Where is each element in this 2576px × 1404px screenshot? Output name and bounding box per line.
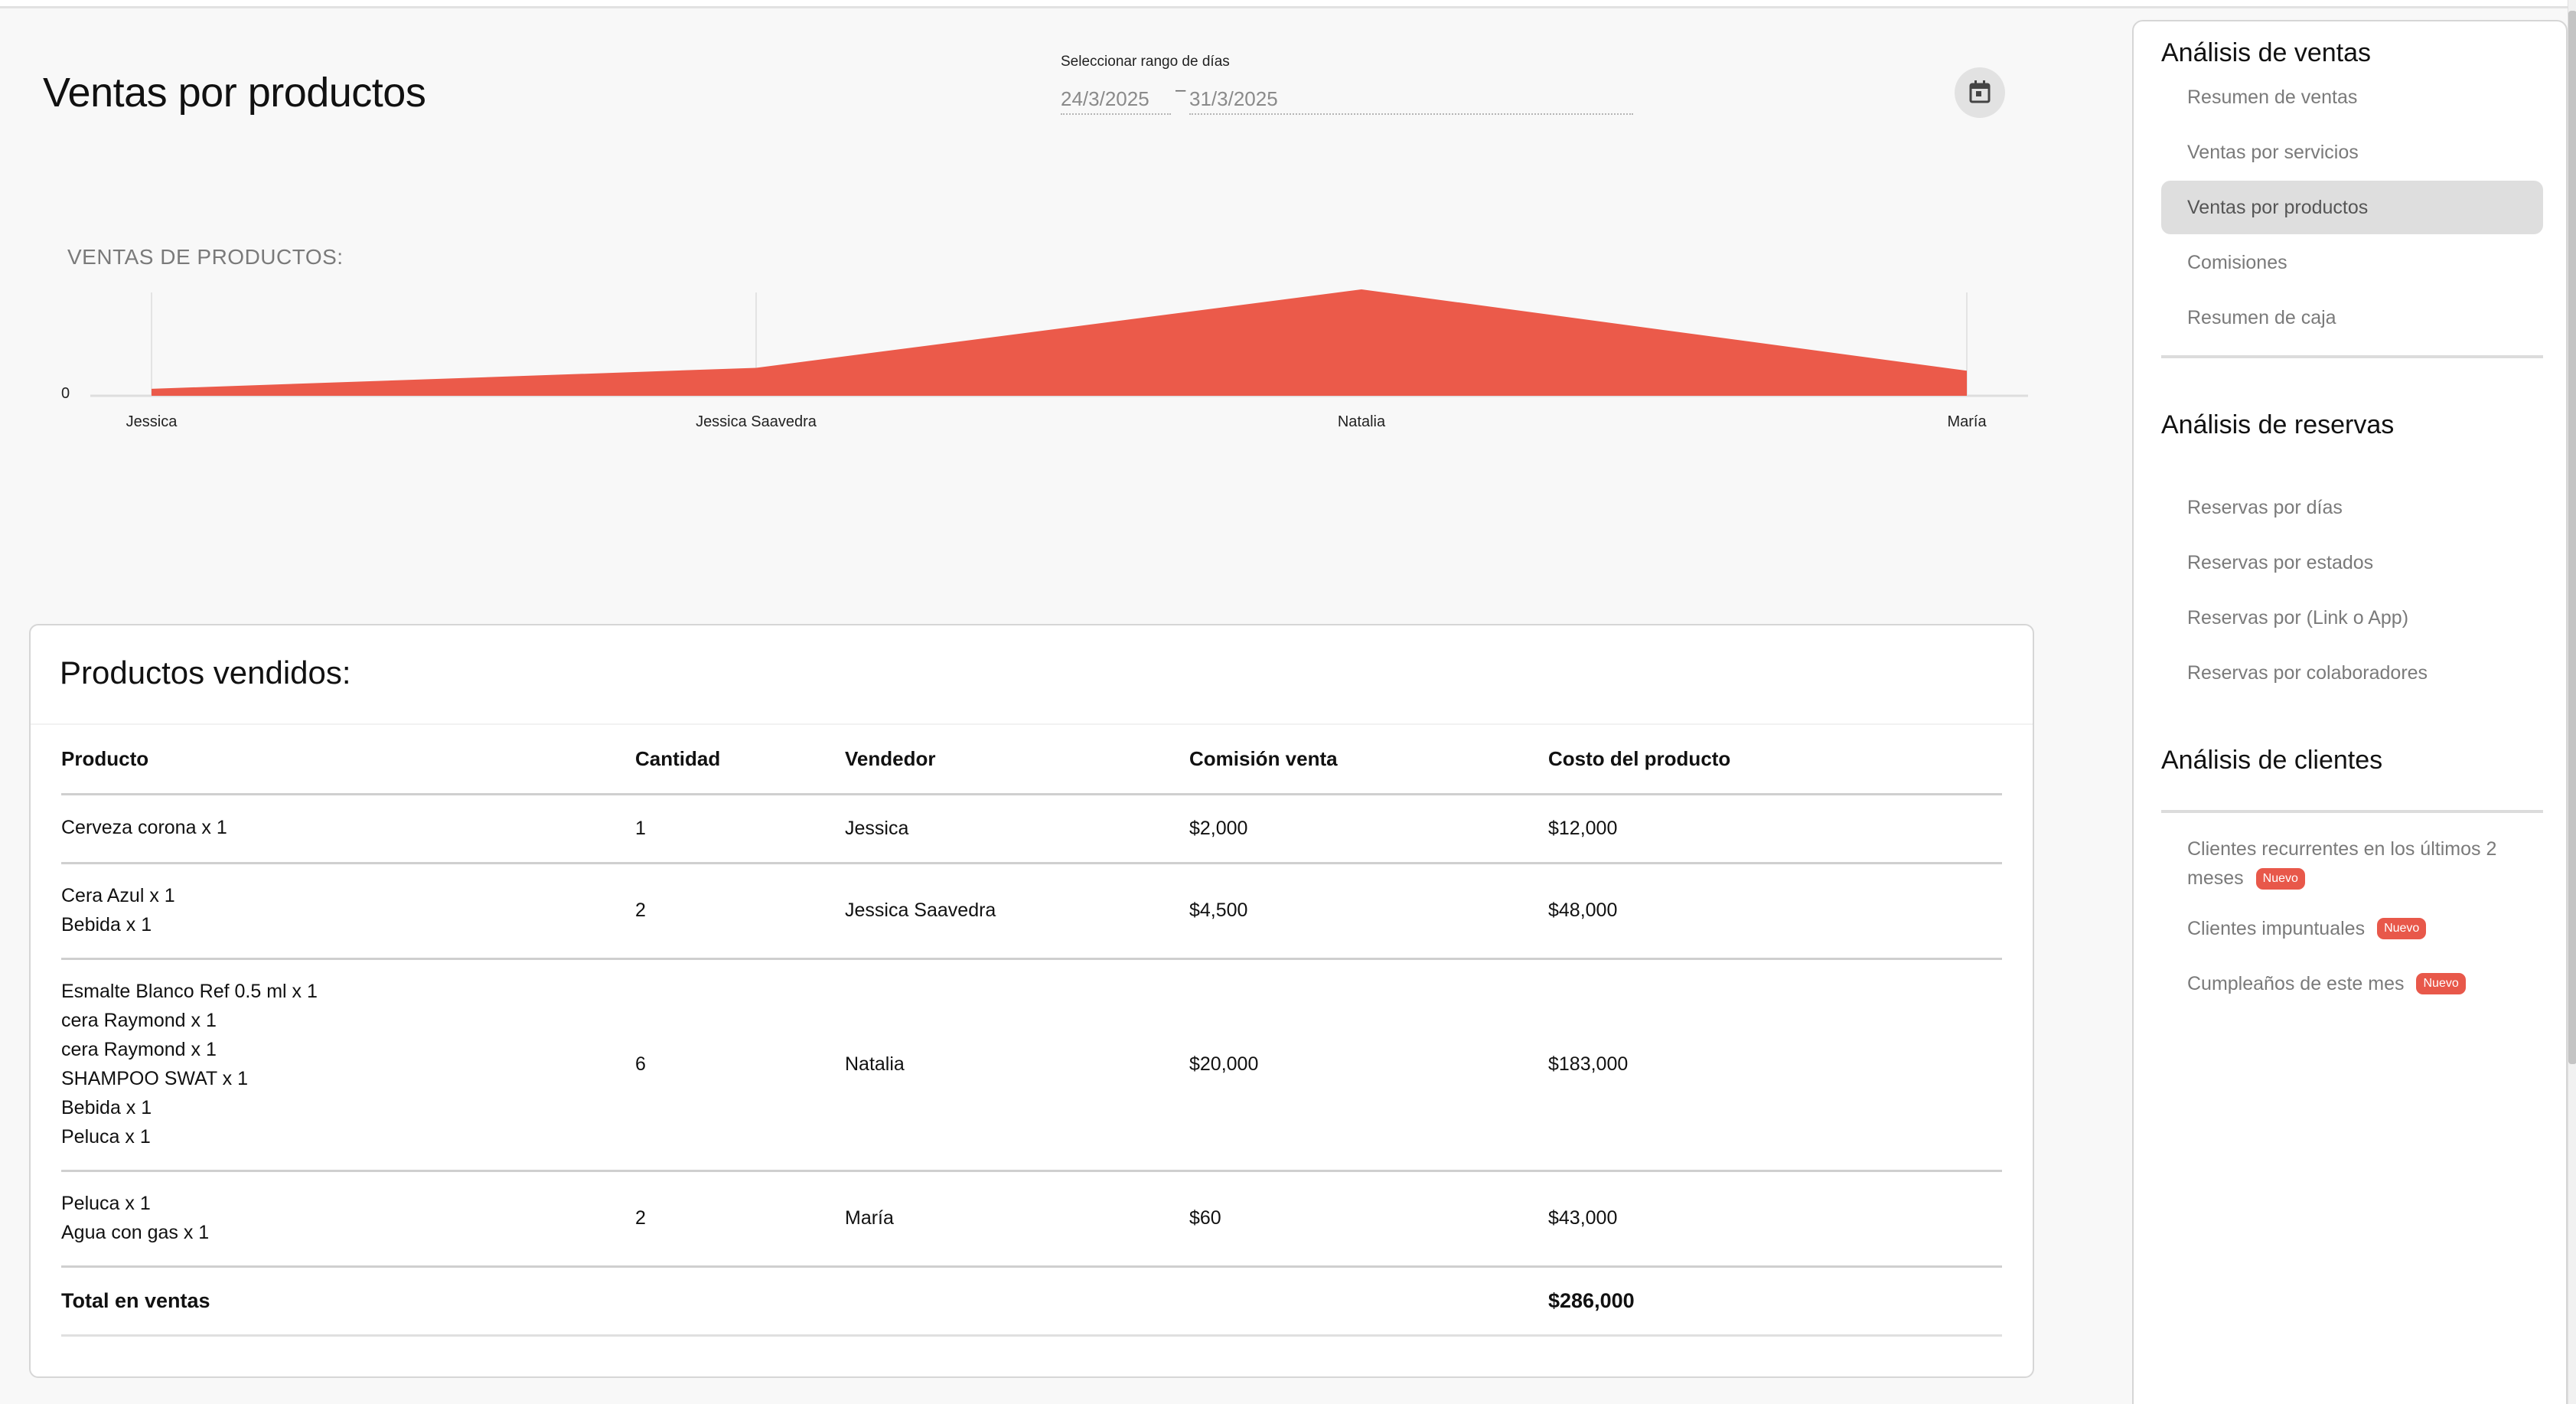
commission-cell: $20,000: [1189, 958, 1548, 1172]
new-badge: Nuevo: [2416, 973, 2466, 994]
sidebar-item-birthdays[interactable]: Cumpleaños de este mes Nuevo: [2161, 957, 2543, 1011]
product-line: Agua con gas x 1: [61, 1221, 210, 1243]
table-row: Cerveza corona x 1 1 Jessica $2,000 $12,…: [61, 794, 2002, 864]
total-value: $286,000: [1548, 1266, 2002, 1337]
product-line: cera Raymond x 1: [61, 1038, 217, 1060]
product-line: Esmalte Blanco Ref 0.5 ml x 1: [61, 980, 318, 1002]
sidebar-item-bookings-by-day[interactable]: Reservas por días: [2187, 496, 2343, 518]
x-axis-label: María: [1947, 413, 1987, 430]
product-line: Bebida x 1: [61, 1096, 152, 1118]
table-row: Esmalte Blanco Ref 0.5 ml x 1 cera Raymo…: [61, 958, 2002, 1172]
date-range-picker: Seleccionar rango de días –: [1061, 54, 1658, 115]
sidebar-item-sales-by-products[interactable]: Ventas por productos: [2161, 181, 2543, 234]
seller-cell: Jessica: [845, 794, 1189, 864]
products-sold-title: Productos vendidos:: [60, 655, 351, 691]
sidebar-item-sales-summary[interactable]: Resumen de ventas: [2187, 86, 2358, 108]
product-list: Esmalte Blanco Ref 0.5 ml x 1 cera Raymo…: [61, 958, 635, 1172]
x-axis-label: Jessica Saavedra: [696, 413, 817, 430]
cost-cell: $12,000: [1548, 794, 2002, 864]
sidebar-item-label: Cumpleaños de este mes: [2187, 972, 2405, 994]
product-line: Cerveza corona x 1: [61, 817, 227, 838]
column-header-quantity: Cantidad: [635, 725, 845, 795]
column-header-cost: Costo del producto: [1548, 725, 2002, 795]
scrollbar-thumb[interactable]: [2568, 11, 2576, 1064]
product-line: SHAMPOO SWAT x 1: [61, 1067, 249, 1089]
quantity-cell: 2: [635, 1171, 845, 1268]
sidebar-item-bookings-by-status[interactable]: Reservas por estados: [2187, 551, 2374, 573]
sidebar-item-recurring-clients[interactable]: Clientes recurrentes en los últimos 2 me…: [2161, 834, 2543, 893]
page-scrollbar[interactable]: [2568, 0, 2576, 1404]
products-table: Producto Cantidad Vendedor Comisión vent…: [61, 725, 2002, 1337]
quantity-cell: 6: [635, 958, 845, 1172]
sidebar-divider: [2161, 810, 2543, 813]
start-date-input[interactable]: [1061, 84, 1171, 115]
sidebar-item-sales-by-services[interactable]: Ventas por servicios: [2187, 141, 2359, 163]
seller-cell: María: [845, 1171, 1189, 1268]
section-title-bookings-analysis: Análisis de reservas: [2161, 410, 2395, 439]
column-header-seller: Vendedor: [845, 725, 1189, 795]
product-line: Peluca x 1: [61, 1125, 151, 1148]
table-row: Peluca x 1 Agua con gas x 1 2 María $60 …: [61, 1171, 2002, 1268]
table-row: Cera Azul x 1 Bebida x 1 2 Jessica Saave…: [61, 863, 2002, 960]
x-axis-label: Jessica: [126, 413, 178, 430]
sidebar-item-commissions[interactable]: Comisiones: [2187, 251, 2287, 273]
page-title: Ventas por productos: [43, 70, 426, 116]
y-axis-zero-label: 0: [61, 385, 70, 402]
column-header-commission: Comisión venta: [1189, 725, 1548, 795]
cost-cell: $183,000: [1548, 958, 2002, 1172]
product-list: Peluca x 1 Agua con gas x 1: [61, 1171, 635, 1268]
cost-cell: $48,000: [1548, 863, 2002, 960]
products-sold-card: Productos vendidos: Producto Cantidad Ve…: [29, 624, 2034, 1378]
sidebar-item-late-clients[interactable]: Clientes impuntuales Nuevo: [2161, 902, 2543, 955]
new-badge: Nuevo: [2255, 868, 2305, 890]
card-divider: [31, 723, 2033, 725]
product-list: Cera Azul x 1 Bebida x 1: [61, 863, 635, 960]
sidebar-item-label: Clientes recurrentes en los últimos 2 me…: [2187, 838, 2497, 889]
reports-sidebar: Análisis de ventas Resumen de ventas Ven…: [2132, 20, 2568, 1404]
quantity-cell: 1: [635, 794, 845, 864]
sidebar-item-label: Clientes impuntuales: [2187, 917, 2366, 939]
sales-area-chart: 0 Jessica Jessica Saavedra Natalia María: [0, 276, 2066, 444]
end-date-input[interactable]: [1189, 84, 1633, 115]
table-header-row: Producto Cantidad Vendedor Comisión vent…: [61, 725, 2002, 795]
product-line: cera Raymond x 1: [61, 1009, 217, 1031]
calendar-icon: [1968, 80, 1991, 106]
seller-cell: Natalia: [845, 958, 1189, 1172]
chart-plot: [90, 289, 2028, 397]
product-line: Peluca x 1: [61, 1192, 151, 1214]
product-line: Cera Azul x 1: [61, 884, 175, 906]
commission-cell: $4,500: [1189, 863, 1548, 960]
quantity-cell: 2: [635, 863, 845, 960]
sidebar-item-bookings-by-channel[interactable]: Reservas por (Link o App): [2187, 606, 2409, 629]
sidebar-divider: [2161, 355, 2543, 358]
total-label: Total en ventas: [61, 1266, 635, 1337]
product-line: Bebida x 1: [61, 913, 152, 935]
calendar-button[interactable]: [1955, 67, 2005, 118]
chart-title: VENTAS DE PRODUCTOS:: [67, 245, 344, 269]
top-bar: [0, 0, 2568, 8]
product-list: Cerveza corona x 1: [61, 794, 635, 864]
date-separator: –: [1176, 80, 1186, 100]
section-title-clients-analysis: Análisis de clientes: [2161, 746, 2383, 775]
column-header-product: Producto: [61, 725, 635, 795]
section-title-sales-analysis: Análisis de ventas: [2161, 38, 2372, 67]
new-badge: Nuevo: [2377, 918, 2427, 939]
x-axis-label: Natalia: [1337, 413, 1386, 430]
commission-cell: $60: [1189, 1171, 1548, 1268]
sidebar-item-cash-summary[interactable]: Resumen de caja: [2187, 306, 2336, 328]
total-row: Total en ventas $286,000: [61, 1266, 2002, 1337]
date-range-label: Seleccionar rango de días: [1061, 54, 1230, 70]
seller-cell: Jessica Saavedra: [845, 863, 1189, 960]
commission-cell: $2,000: [1189, 794, 1548, 864]
cost-cell: $43,000: [1548, 1171, 2002, 1268]
sidebar-item-bookings-by-collaborator[interactable]: Reservas por colaboradores: [2187, 661, 2428, 684]
